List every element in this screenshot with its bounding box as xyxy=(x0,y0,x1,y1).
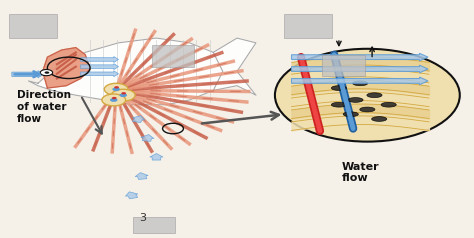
Circle shape xyxy=(112,87,120,91)
Circle shape xyxy=(275,49,460,142)
Ellipse shape xyxy=(348,98,363,102)
Ellipse shape xyxy=(343,112,358,117)
FancyArrow shape xyxy=(81,71,118,77)
Ellipse shape xyxy=(372,117,387,121)
Polygon shape xyxy=(43,48,90,88)
Circle shape xyxy=(45,71,49,74)
Ellipse shape xyxy=(360,107,375,112)
Circle shape xyxy=(119,93,127,97)
Circle shape xyxy=(121,92,126,94)
FancyBboxPatch shape xyxy=(284,14,332,38)
FancyArrow shape xyxy=(141,134,154,141)
Text: 3: 3 xyxy=(139,213,146,223)
FancyArrow shape xyxy=(150,154,163,160)
FancyBboxPatch shape xyxy=(133,217,175,233)
FancyArrow shape xyxy=(12,71,44,78)
Text: Direction
of water
flow: Direction of water flow xyxy=(17,90,71,124)
FancyArrow shape xyxy=(126,192,138,199)
Polygon shape xyxy=(213,38,256,95)
Ellipse shape xyxy=(381,102,396,107)
FancyArrow shape xyxy=(292,65,428,73)
Polygon shape xyxy=(28,38,223,105)
Ellipse shape xyxy=(367,93,382,98)
Circle shape xyxy=(114,86,119,89)
FancyBboxPatch shape xyxy=(152,45,194,67)
Text: Water
flow: Water flow xyxy=(341,162,379,183)
Ellipse shape xyxy=(331,102,346,107)
FancyArrow shape xyxy=(135,173,148,179)
FancyArrow shape xyxy=(132,116,145,123)
Ellipse shape xyxy=(353,81,368,86)
Circle shape xyxy=(102,94,126,106)
FancyArrow shape xyxy=(292,77,428,85)
Circle shape xyxy=(111,89,135,101)
Circle shape xyxy=(40,69,53,76)
Ellipse shape xyxy=(331,86,346,90)
FancyArrow shape xyxy=(292,53,428,61)
FancyArrow shape xyxy=(81,64,118,70)
Circle shape xyxy=(104,83,128,95)
FancyBboxPatch shape xyxy=(322,55,365,76)
Circle shape xyxy=(110,98,118,102)
Circle shape xyxy=(112,97,117,99)
FancyArrow shape xyxy=(81,57,118,62)
FancyBboxPatch shape xyxy=(9,14,57,38)
